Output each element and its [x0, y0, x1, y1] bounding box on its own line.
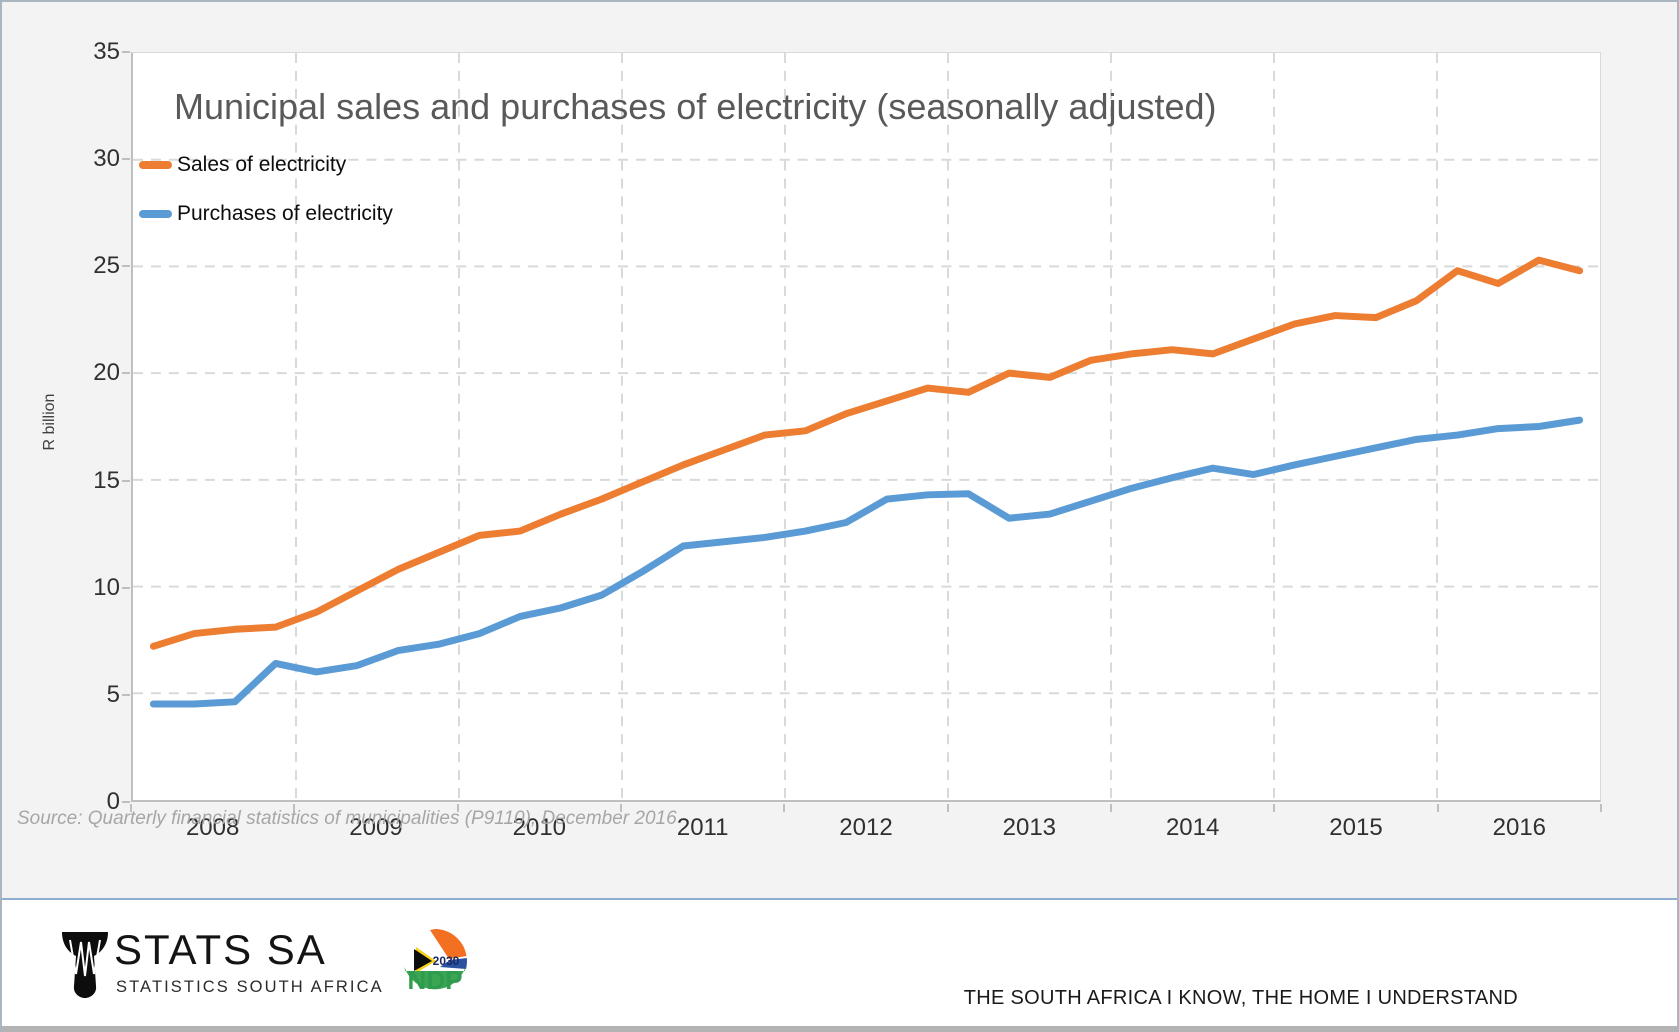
ndp-2030-logo: 2030 NDP	[403, 929, 467, 995]
x-axis-tick	[456, 804, 459, 812]
ndp-year-text: 2030	[433, 954, 460, 968]
y-axis-tick-label: 25	[93, 252, 120, 280]
footer: STATS SA STATISTICS SOUTH AFRICA 2030 ND…	[2, 900, 1677, 1026]
legend-item-sales: Sales of electricity	[139, 153, 346, 177]
x-axis-year-label: 2008	[185, 814, 240, 841]
x-axis-tick	[293, 804, 296, 812]
chart-canvas	[133, 53, 1600, 800]
y-axis-tick-label: 0	[106, 788, 120, 815]
y-axis-tick-label: 35	[93, 38, 120, 65]
y-axis-title: R billion	[41, 393, 58, 451]
x-axis-year-label: 2009	[349, 814, 403, 841]
statssa-drum-icon	[62, 932, 108, 998]
y-axis-tick	[122, 265, 130, 268]
sales-line-swatch	[139, 161, 172, 169]
x-axis-tick	[946, 804, 949, 812]
ndp-label-text: NDP	[408, 965, 463, 995]
footer-slogan: THE SOUTH AFRICA I KNOW, THE HOME I UNDE…	[963, 987, 1518, 1009]
x-axis-year-label: 2013	[1002, 814, 1057, 841]
statssa-logo-text: STATS SA	[114, 926, 327, 973]
legend-label-sales: Sales of electricity	[177, 153, 347, 176]
sales-line	[149, 256, 1584, 650]
legend-label-purchases: Purchases of electricity	[177, 202, 393, 225]
x-axis-tick	[130, 804, 132, 812]
purchases-line-swatch	[139, 210, 172, 218]
y-axis-tick	[122, 693, 130, 696]
x-axis-year-label: 2011	[676, 814, 729, 841]
x-axis-year-label: 2016	[1492, 814, 1547, 841]
x-axis-year-label: 2014	[1165, 814, 1220, 841]
y-axis-tick	[122, 372, 130, 375]
y-axis-tick-label: 5	[106, 680, 120, 708]
y-axis-tick-label: 30	[93, 145, 120, 173]
y-axis-tick	[122, 158, 130, 161]
y-axis-tick	[122, 801, 130, 803]
y-axis-tick	[122, 51, 130, 53]
x-axis-year-label: 2015	[1329, 814, 1383, 841]
x-axis-tick	[1273, 804, 1276, 812]
y-axis-tick	[122, 479, 130, 482]
source-note: Source: Quarterly financial statistics o…	[17, 808, 677, 829]
x-axis-tick	[1600, 804, 1602, 812]
statssa-logo-subtext: STATISTICS SOUTH AFRICA	[116, 978, 384, 996]
legend-item-purchases: Purchases of electricity	[139, 202, 393, 226]
y-axis-tick-label: 10	[93, 573, 120, 601]
x-axis-tick	[620, 804, 622, 812]
x-axis-tick	[1110, 804, 1112, 812]
x-axis-tick	[783, 804, 786, 812]
plot-area	[131, 52, 1601, 802]
purchases-line	[149, 416, 1584, 708]
y-axis-tick-label: 20	[93, 359, 120, 387]
chart-title: Municipal sales and purchases of electri…	[174, 86, 1217, 127]
footer-divider	[2, 898, 1677, 900]
x-axis-tick	[1436, 804, 1439, 812]
x-axis-year-label: 2010	[512, 814, 567, 841]
x-axis-year-label: 2012	[839, 814, 893, 841]
y-axis-tick-label: 15	[93, 466, 120, 494]
bottom-edge-bar	[2, 1026, 1677, 1032]
y-axis-tick	[122, 586, 130, 589]
